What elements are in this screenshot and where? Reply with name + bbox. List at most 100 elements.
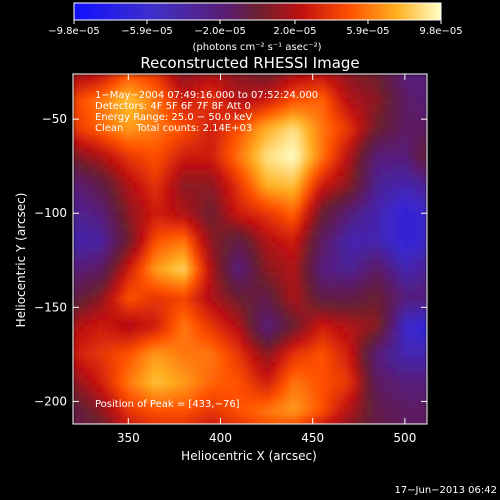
heatmap-cell bbox=[235, 188, 242, 195]
heatmap-cell bbox=[79, 212, 86, 219]
heatmap-cell bbox=[349, 332, 356, 339]
heatmap-cell bbox=[247, 272, 254, 279]
heatmap-cell bbox=[331, 230, 338, 237]
heatmap-cell bbox=[385, 422, 392, 424]
heatmap-cell bbox=[163, 254, 170, 261]
heatmap-cell bbox=[193, 302, 200, 309]
heatmap-cell bbox=[325, 344, 332, 351]
heatmap-cell bbox=[133, 98, 140, 105]
heatmap-cell bbox=[349, 176, 356, 183]
heatmap-cell bbox=[133, 422, 140, 424]
heatmap-cell bbox=[187, 308, 194, 315]
heatmap-cell bbox=[193, 242, 200, 249]
heatmap-cell bbox=[157, 290, 164, 297]
heatmap-cell bbox=[397, 170, 404, 177]
heatmap-cell bbox=[397, 230, 404, 237]
heatmap-cell bbox=[217, 218, 224, 225]
heatmap-cell bbox=[139, 284, 146, 291]
heatmap-cell bbox=[187, 164, 194, 171]
heatmap-cell bbox=[373, 128, 380, 135]
heatmap-cell bbox=[409, 248, 416, 255]
heatmap-cell bbox=[217, 230, 224, 237]
heatmap-cell bbox=[295, 284, 302, 291]
heatmap-cell bbox=[193, 236, 200, 243]
heatmap-cell bbox=[421, 92, 427, 99]
heatmap-cell bbox=[187, 284, 194, 291]
heatmap-cell bbox=[235, 236, 242, 243]
heatmap-cell bbox=[343, 140, 350, 147]
heatmap-cell bbox=[349, 188, 356, 195]
heatmap-cell bbox=[127, 188, 134, 195]
heatmap-cell bbox=[385, 164, 392, 171]
heatmap-cell bbox=[199, 332, 206, 339]
heatmap-cell bbox=[73, 92, 80, 99]
heatmap-cell bbox=[373, 290, 380, 297]
heatmap-cell bbox=[217, 158, 224, 165]
heatmap-cell bbox=[193, 146, 200, 153]
heatmap-cell bbox=[223, 134, 230, 141]
heatmap-cell bbox=[397, 152, 404, 159]
heatmap-cell bbox=[289, 218, 296, 225]
heatmap-cell bbox=[409, 422, 416, 424]
heatmap-cell bbox=[205, 302, 212, 309]
heatmap-cell bbox=[139, 188, 146, 195]
heatmap-cell bbox=[367, 314, 374, 321]
heatmap-cell bbox=[127, 200, 134, 207]
colorbar-tick-label: 2.0e−05 bbox=[273, 26, 316, 37]
heatmap-cell bbox=[283, 122, 290, 129]
heatmap-cell bbox=[229, 122, 236, 129]
heatmap-cell bbox=[91, 392, 98, 399]
heatmap-cell bbox=[379, 362, 386, 369]
heatmap-cell bbox=[349, 278, 356, 285]
heatmap-cell bbox=[163, 122, 170, 129]
heatmap-cell bbox=[169, 200, 176, 207]
heatmap-cell bbox=[211, 218, 218, 225]
heatmap-cell bbox=[331, 98, 338, 105]
heatmap-cell bbox=[325, 284, 332, 291]
heatmap-cell bbox=[331, 260, 338, 267]
heatmap-cell bbox=[205, 290, 212, 297]
heatmap-cell bbox=[91, 266, 98, 273]
heatmap-cell bbox=[379, 392, 386, 399]
heatmap-cell bbox=[271, 248, 278, 255]
heatmap-cell bbox=[121, 92, 128, 99]
heatmap-cell bbox=[217, 200, 224, 207]
heatmap-cell bbox=[169, 350, 176, 357]
heatmap-cell bbox=[289, 146, 296, 153]
heatmap-cell bbox=[385, 122, 392, 129]
heatmap-cell bbox=[181, 194, 188, 201]
heatmap-cell bbox=[277, 188, 284, 195]
heatmap-cell bbox=[253, 248, 260, 255]
heatmap-cell bbox=[355, 266, 362, 273]
heatmap-cell bbox=[343, 134, 350, 141]
heatmap-cell bbox=[253, 146, 260, 153]
heatmap-cell bbox=[133, 188, 140, 195]
heatmap-cell bbox=[91, 416, 98, 423]
heatmap-cell bbox=[175, 206, 182, 213]
heatmap-cell bbox=[91, 218, 98, 225]
heatmap-cell bbox=[229, 416, 236, 423]
heatmap-cell bbox=[73, 218, 80, 225]
heatmap-cell bbox=[223, 80, 230, 87]
heatmap-cell bbox=[385, 350, 392, 357]
heatmap-cell bbox=[361, 380, 368, 387]
heatmap-cell bbox=[223, 188, 230, 195]
heatmap-cell bbox=[295, 416, 302, 423]
heatmap-cell bbox=[415, 248, 422, 255]
heatmap-cell bbox=[145, 422, 152, 424]
heatmap-cell bbox=[169, 422, 176, 424]
heatmap-cell bbox=[139, 344, 146, 351]
heatmap-cell bbox=[73, 182, 80, 189]
heatmap-cell bbox=[307, 80, 314, 87]
heatmap-cell bbox=[361, 104, 368, 111]
heatmap-cell bbox=[355, 254, 362, 261]
heatmap-cell bbox=[103, 374, 110, 381]
heatmap-cell bbox=[229, 308, 236, 315]
heatmap-cell bbox=[121, 200, 128, 207]
heatmap-cell bbox=[409, 176, 416, 183]
heatmap-cell bbox=[121, 344, 128, 351]
heatmap-cell bbox=[355, 86, 362, 93]
heatmap-cell bbox=[193, 224, 200, 231]
heatmap-cell bbox=[175, 200, 182, 207]
heatmap-cell bbox=[409, 326, 416, 333]
